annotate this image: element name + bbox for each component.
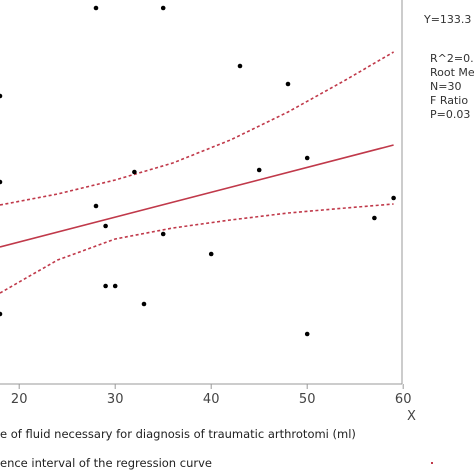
data-point [103, 283, 108, 289]
data-point [160, 231, 166, 237]
x-tick-label-60: 60 [395, 392, 412, 407]
data-points [0, 5, 396, 337]
data-point [141, 301, 147, 307]
n-text: N=30 [430, 80, 461, 93]
f-ratio-text: F Ratio [430, 94, 468, 107]
r-squared-text: R^2=0. [430, 52, 474, 65]
data-point [0, 179, 3, 185]
x-axis-title: e of fluid necessary for diagnosis of tr… [0, 427, 356, 441]
x-tick-label-50: 50 [299, 392, 316, 407]
legend-text: ence interval of the regression curve [0, 456, 212, 470]
x-axis-label: X [407, 409, 416, 424]
p-value-text: P=0.03 [430, 108, 470, 121]
data-point [0, 93, 3, 99]
data-point [0, 311, 3, 317]
rmse-text: Root Me [430, 66, 474, 79]
data-point [103, 223, 108, 229]
confidence-lower-curve [0, 203, 394, 294]
data-point [208, 251, 214, 257]
legend-marker [431, 462, 433, 464]
equation-text: Y=133.3 [423, 13, 471, 26]
x-tick-label-40: 40 [203, 392, 220, 407]
x-tick-label-20: 20 [11, 392, 28, 407]
regression-curves [0, 51, 395, 294]
data-point [372, 215, 377, 221]
data-point [237, 63, 243, 69]
data-point [112, 283, 118, 289]
stats-panel: Y=133.3 R^2=0. Root Me N=30 F Ratio P=0.… [423, 13, 474, 121]
data-point [160, 5, 166, 11]
regression-line [0, 144, 394, 248]
data-point [391, 195, 396, 201]
data-point [304, 331, 310, 337]
data-point [93, 5, 99, 11]
data-point [132, 169, 137, 175]
confidence-upper-curve [0, 51, 395, 206]
x-tick-label-30: 30 [107, 392, 124, 407]
x-axis-ticks: 20 30 40 50 60 [11, 384, 412, 407]
data-point [304, 155, 310, 161]
data-point [285, 81, 291, 87]
data-point [256, 167, 262, 173]
data-point [93, 203, 99, 209]
